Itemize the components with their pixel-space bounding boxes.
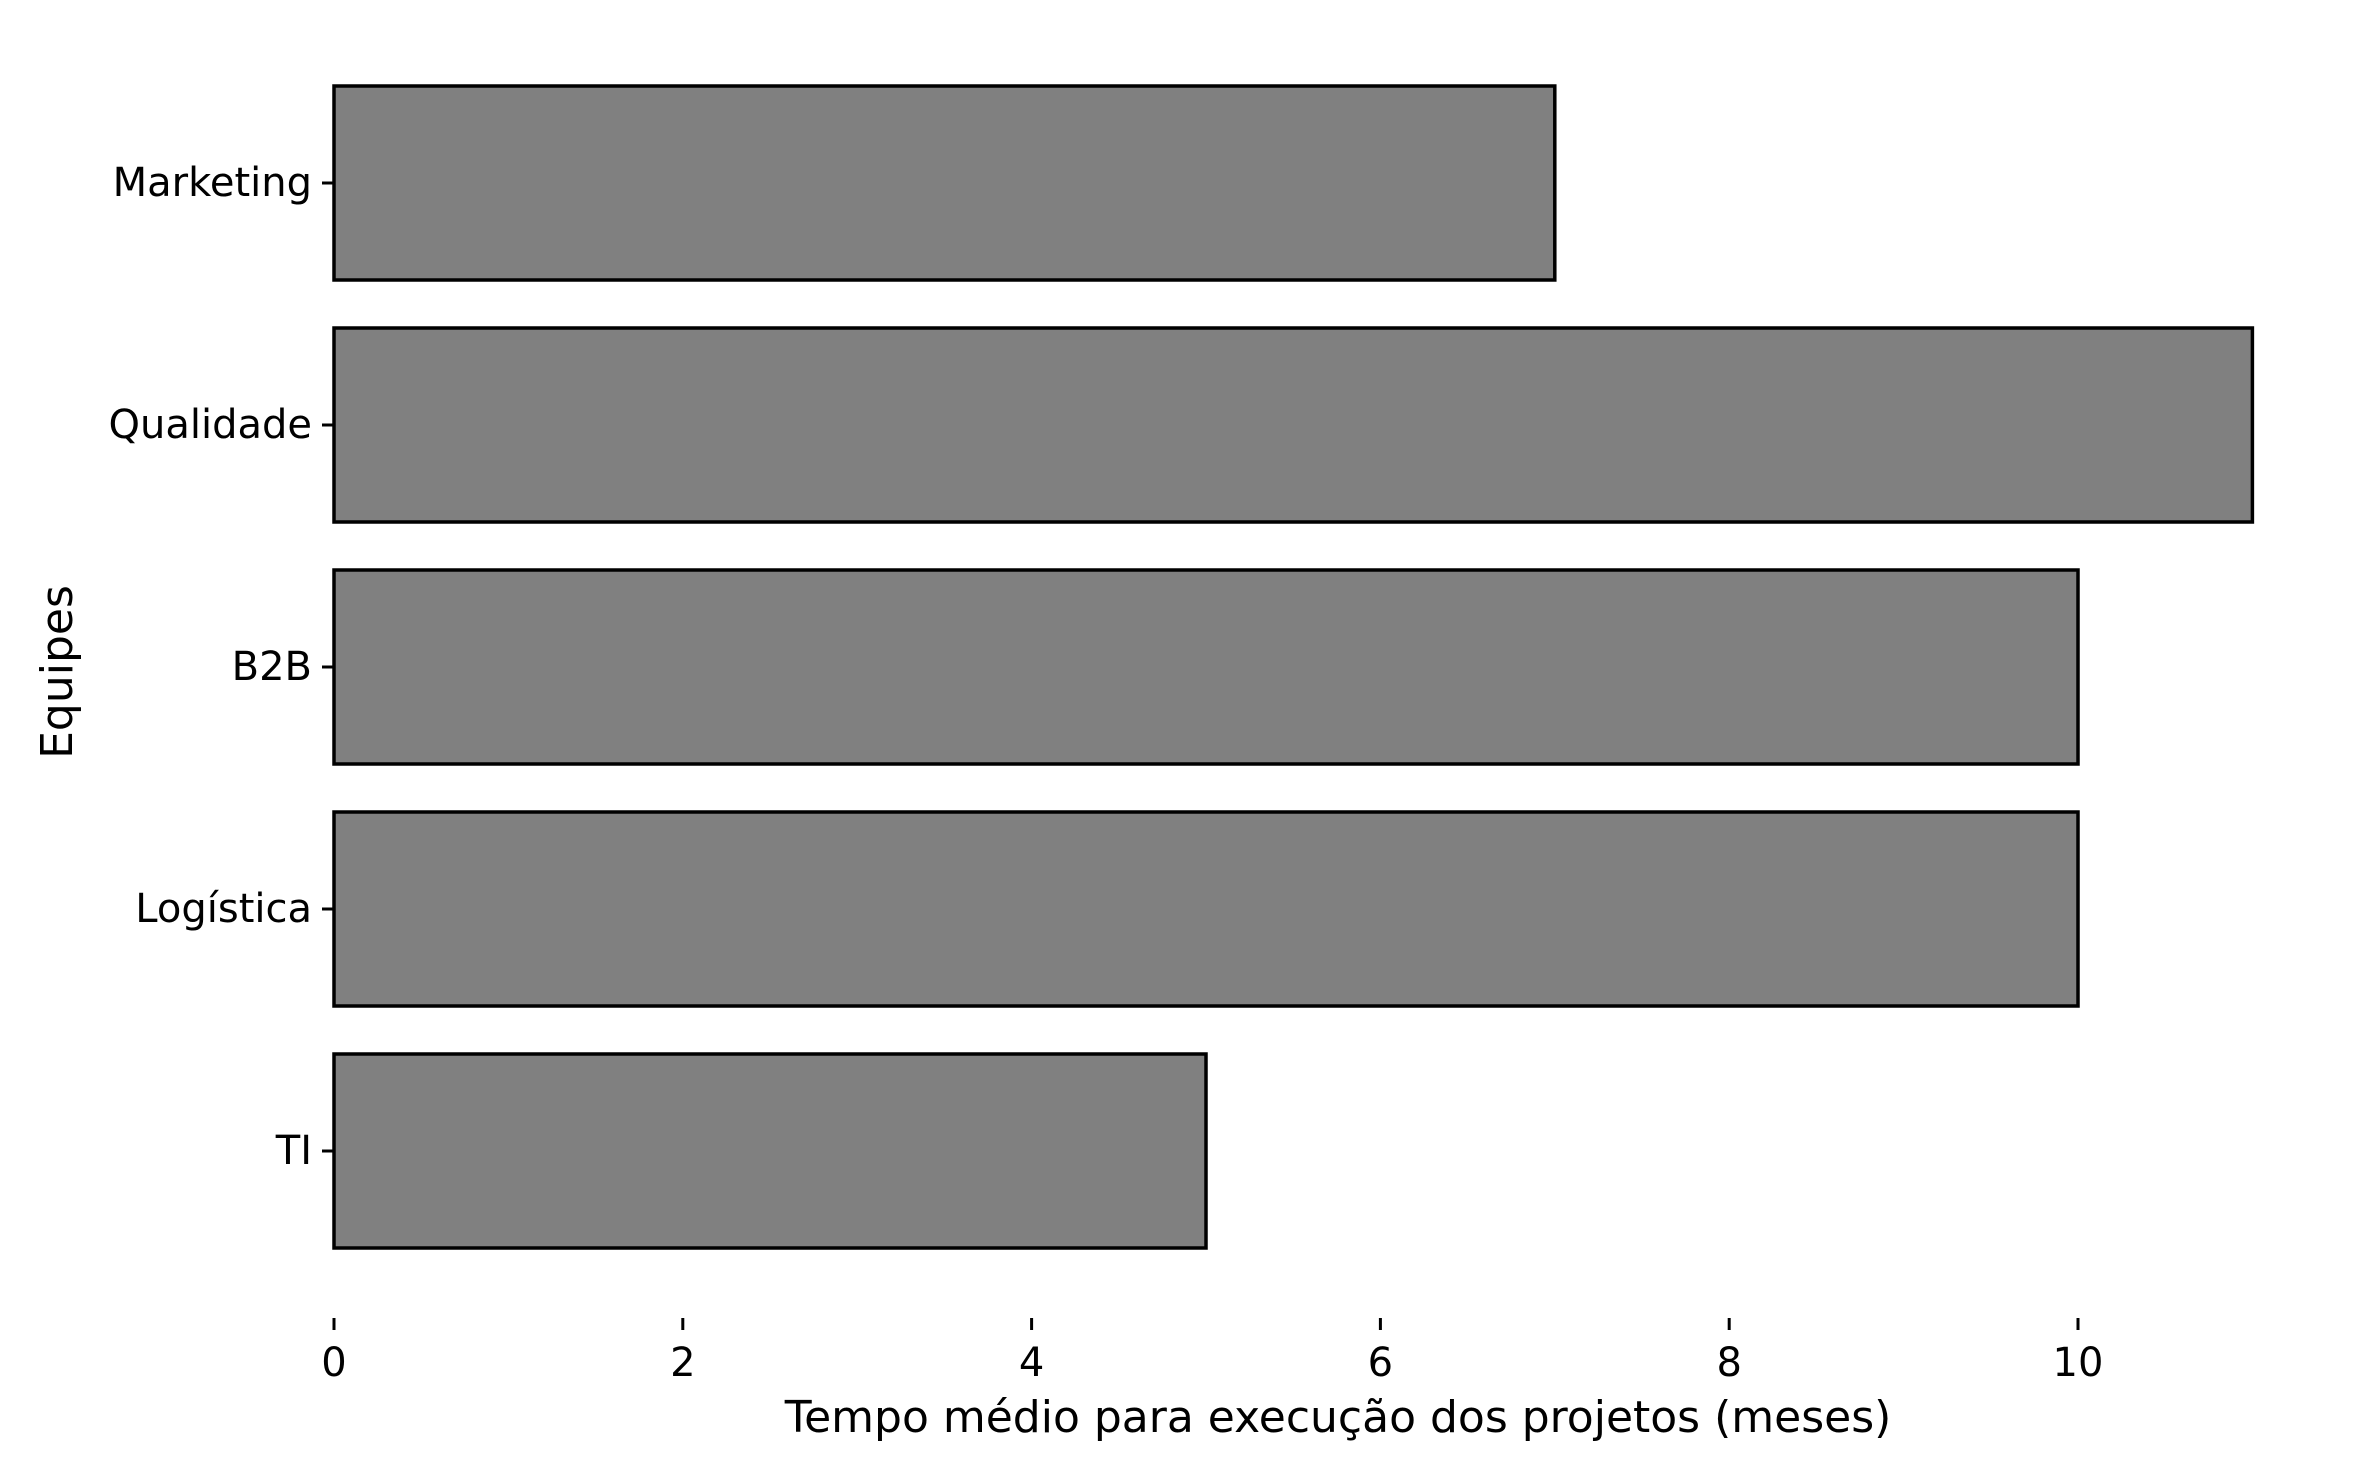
x-tick-label: 0 <box>321 1340 346 1386</box>
x-tick-label: 4 <box>1019 1340 1044 1386</box>
x-tick-label: 2 <box>670 1340 695 1386</box>
y-axis-label: Equipes <box>32 585 83 759</box>
bar-ti <box>332 1052 1208 1250</box>
bar-b2b <box>332 568 2080 766</box>
y-tick-label: Marketing <box>113 160 312 206</box>
y-tick-label: TI <box>275 1128 312 1174</box>
y-axis-ticks: Marketing Qualidade B2B Logística TI <box>109 160 334 1174</box>
x-axis-ticks: 0 2 4 6 8 10 <box>321 1318 2103 1386</box>
x-tick-label: 6 <box>1368 1340 1393 1386</box>
y-tick-label: B2B <box>232 644 312 690</box>
x-tick-label: 8 <box>1716 1340 1741 1386</box>
x-axis-label: Tempo médio para execução dos projetos (… <box>784 1392 1892 1443</box>
bar-logistica <box>332 810 2080 1008</box>
x-tick-label: 10 <box>2053 1340 2104 1386</box>
y-tick-label: Qualidade <box>109 402 312 448</box>
bar-marketing <box>332 84 1557 282</box>
bar-qualidade <box>332 326 2255 524</box>
bars <box>332 84 2255 1250</box>
y-tick-label: Logística <box>135 886 312 932</box>
